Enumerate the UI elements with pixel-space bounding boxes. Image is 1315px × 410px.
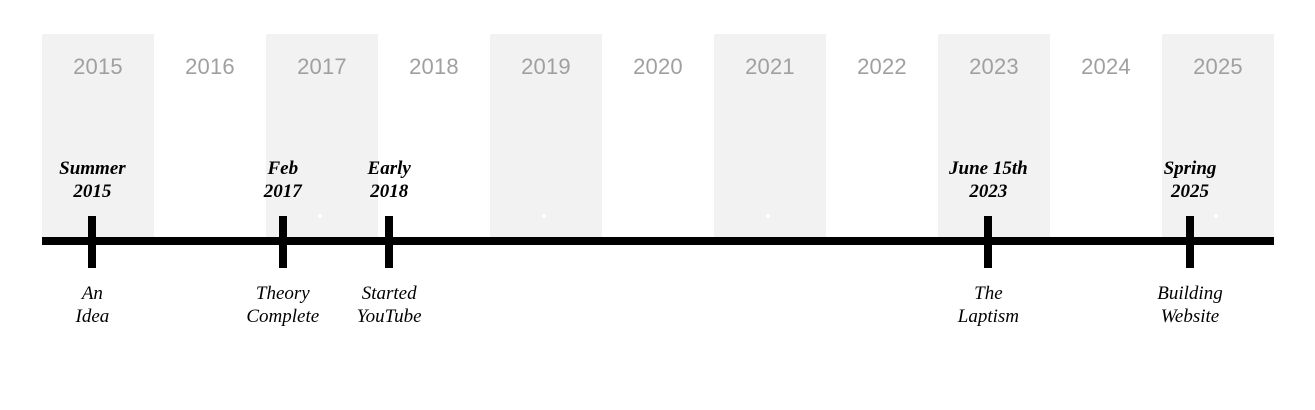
year-column-2021: 2021 (714, 34, 826, 240)
band-marker-dot (766, 214, 770, 218)
year-label: 2017 (297, 54, 347, 79)
event-tick (385, 216, 394, 268)
year-label: 2020 (633, 54, 683, 79)
year-column-2015: 2015 (42, 34, 154, 240)
event-date: Early 2018 (367, 158, 411, 202)
year-column-2023: 2023 (938, 34, 1050, 240)
year-label: 2019 (521, 54, 571, 79)
band-marker-dot (318, 214, 322, 218)
year-label: 2023 (969, 54, 1019, 79)
year-label: 2016 (185, 54, 235, 79)
event-tick (278, 216, 287, 268)
event-tick (984, 216, 993, 268)
event-tick (88, 216, 97, 268)
year-column-2017: 2017 (266, 34, 378, 240)
event-date: Summer 2015 (59, 158, 126, 202)
band-marker-dot (1214, 214, 1218, 218)
band-marker-dot (542, 214, 546, 218)
year-column-2022: 2022 (826, 34, 938, 240)
event-label: Theory Complete (246, 283, 320, 327)
year-label: 2015 (73, 54, 123, 79)
event-label: Building Website (1157, 283, 1223, 327)
event-date: June 15th 2023 (949, 158, 1028, 202)
year-column-2025: 2025 (1162, 34, 1274, 240)
year-label: 2024 (1081, 54, 1131, 79)
event-date: Feb 2017 (263, 158, 302, 202)
year-label: 2022 (857, 54, 907, 79)
year-label: 2021 (745, 54, 795, 79)
year-column-2018: 2018 (378, 34, 490, 240)
year-column-2016: 2016 (154, 34, 266, 240)
year-column-2024: 2024 (1050, 34, 1162, 240)
event-label: An Idea (75, 283, 110, 327)
year-column-2020: 2020 (602, 34, 714, 240)
event-label: The Laptism (957, 283, 1020, 327)
year-column-2019: 2019 (490, 34, 602, 240)
year-label: 2025 (1193, 54, 1243, 79)
year-label: 2018 (409, 54, 459, 79)
event-date: Spring 2025 (1163, 158, 1217, 202)
timeline-axis (42, 237, 1274, 245)
event-tick (1186, 216, 1194, 268)
event-label: Started YouTube (356, 283, 422, 327)
